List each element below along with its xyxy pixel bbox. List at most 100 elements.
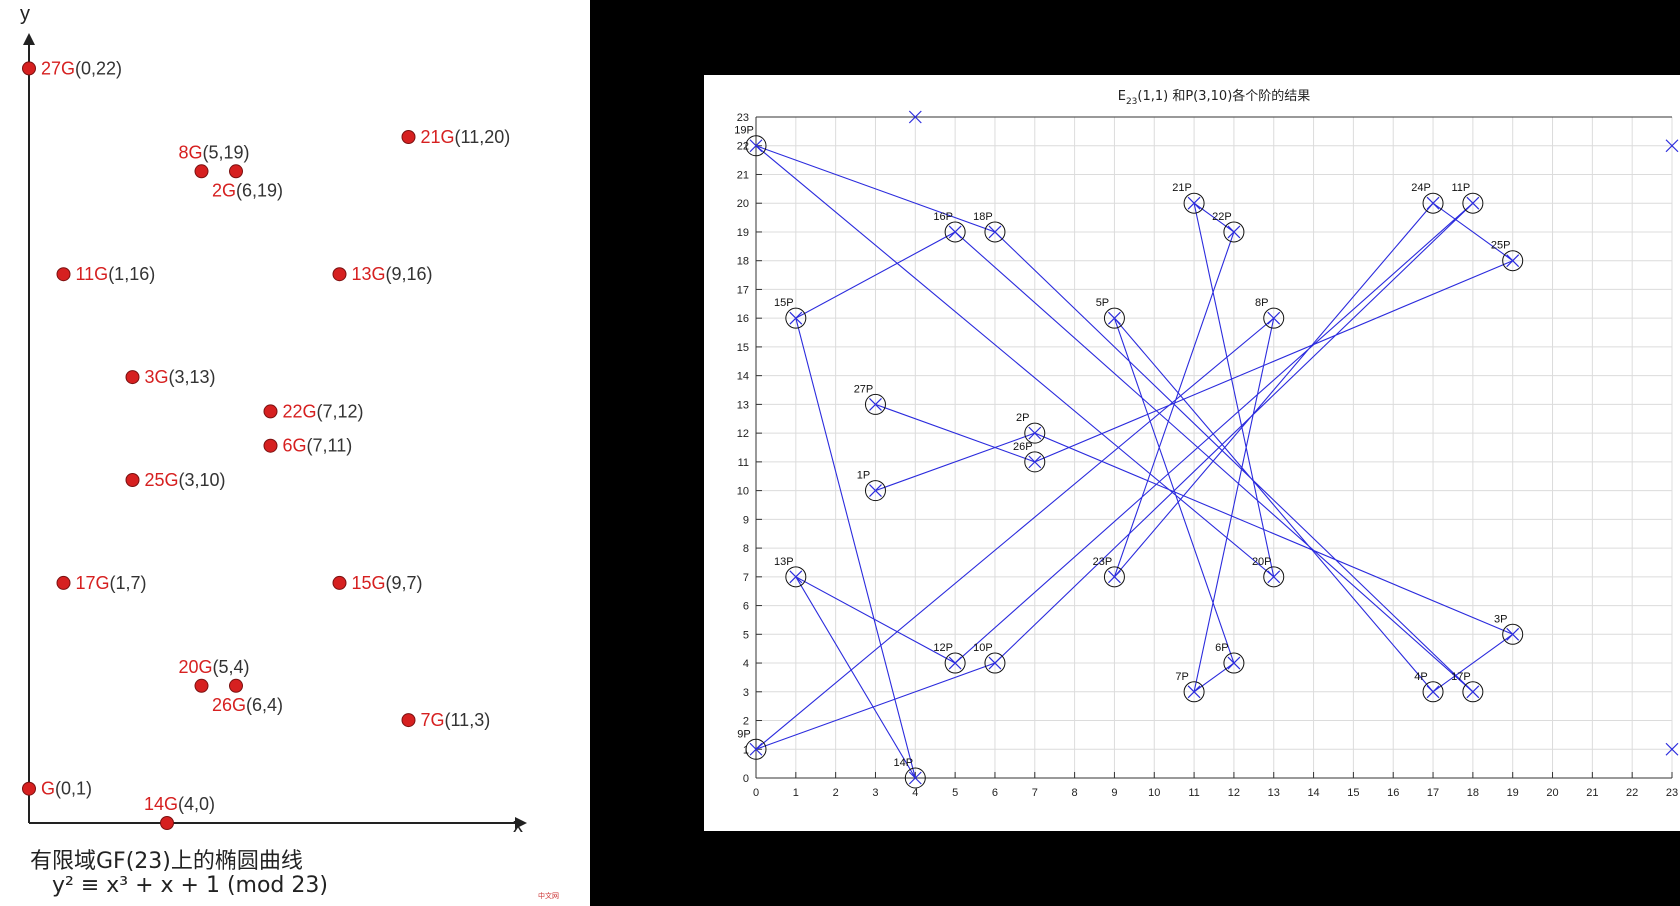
order-point-cross-27P <box>869 397 882 411</box>
y-tick-label: 23 <box>737 112 749 124</box>
x-tick-label: 12 <box>1228 787 1240 799</box>
order-point-label: 4P <box>1414 671 1427 683</box>
order-point-circle-14P <box>904 767 926 789</box>
y-tick-label: 0 <box>743 773 749 785</box>
order-point-cross-16P <box>948 225 962 239</box>
y-tick-label: 11 <box>738 457 749 469</box>
x-tick-label: 7 <box>1032 787 1038 799</box>
order-point-label: 21P <box>1172 182 1192 194</box>
order-point-circle-5P <box>1103 307 1125 329</box>
order-point-circle-25P <box>1502 250 1524 272</box>
order-point-cross-2P <box>1028 426 1042 440</box>
curve-point-label: 13G(9,16) <box>352 264 433 284</box>
curve-point-label: 25G(3,10) <box>145 470 226 490</box>
order-point-label: 20P <box>1252 556 1272 568</box>
y-tick-label: 6 <box>743 601 749 613</box>
order-point-label: 13P <box>774 556 794 568</box>
order-point-label: 14P <box>894 757 914 769</box>
cross-stroke <box>1108 570 1121 584</box>
order-point-label: 17P <box>1451 671 1471 683</box>
order-point-cross-9P <box>749 742 763 756</box>
order-point-circle-7P <box>1183 681 1205 703</box>
curve-point-7G <box>401 713 416 728</box>
ecc-order-chart: 0 1 2 3 4 5 6 7 8 9 10 11 12 13 14 15 16 17 18 19 20 21 22 23 0 1… <box>704 75 1680 831</box>
x-tick-label: 16 <box>1387 787 1399 799</box>
curve-point-25G <box>125 473 140 487</box>
order-point-cross-13P <box>789 570 803 584</box>
order-point-label: 12P <box>933 642 953 654</box>
order-point-circle-27P <box>864 393 886 415</box>
order-point-circle-10P <box>984 652 1006 674</box>
y-tick-label: 5 <box>743 629 749 641</box>
order-point-cross-25P <box>1506 254 1520 268</box>
order-point-circle-6P <box>1223 652 1245 674</box>
order-point-label: 24P <box>1411 182 1431 194</box>
curve-point-label: 6G(7,11) <box>283 436 353 456</box>
order-point-cross-8P <box>1267 311 1281 325</box>
cross-stroke <box>869 484 882 498</box>
cross-stroke <box>908 771 922 785</box>
order-point-label: 3P <box>1494 613 1507 625</box>
cross-stroke <box>1466 685 1480 699</box>
curve-point-13G <box>332 267 347 282</box>
x-tick-label: 4 <box>912 787 918 799</box>
curve-point-22G <box>263 404 278 419</box>
curve-point-26G <box>229 678 243 693</box>
curve-point-27G <box>22 61 36 76</box>
order-point-label: 11P <box>1451 182 1470 194</box>
y-tick-label: 16 <box>737 313 749 325</box>
curve-point-label: 27G(0,22) <box>41 58 122 78</box>
curve-point-label: 2G(6,19) <box>212 180 283 200</box>
x-tick-label: 14 <box>1307 787 1319 799</box>
x-tick-label: 10 <box>1148 787 1160 799</box>
order-point-cross-1P <box>869 484 882 498</box>
order-point-circle-12P <box>944 652 966 674</box>
curve-point-label: 15G(9,7) <box>352 573 423 593</box>
x-tick-label: 20 <box>1546 787 1558 799</box>
cross-stroke <box>908 110 922 124</box>
extra-marker-1 <box>1665 139 1679 153</box>
y-tick-label: 21 <box>737 169 749 181</box>
chart-title: E23(1,1) 和P(3,10)各个阶的结果 <box>1118 88 1311 107</box>
x-tick-label: 0 <box>753 787 759 799</box>
order-point-circle-23P <box>1103 566 1125 588</box>
cross-stroke <box>1187 196 1201 210</box>
y-tick-label: 17 <box>737 284 749 296</box>
curve-point-8G <box>194 164 209 179</box>
extra-marker-2 <box>1665 742 1679 756</box>
order-point-cross-14P <box>908 771 922 785</box>
y-tick-label: 18 <box>737 256 749 268</box>
y-tick-label: 2 <box>743 716 749 728</box>
order-point-label: 27P <box>854 383 874 395</box>
cross-stroke <box>1466 196 1480 210</box>
cross-stroke <box>1267 570 1281 584</box>
cross-stroke <box>948 225 962 239</box>
order-point-label: 22P <box>1212 211 1232 223</box>
order-point-label: 6P <box>1215 642 1228 654</box>
y-tick-label: 14 <box>737 371 749 383</box>
y-tick-label: 15 <box>737 342 749 354</box>
curve-point-label: G(0,1) <box>41 779 92 799</box>
order-point-circle-18P <box>984 221 1006 243</box>
x-tick-label: 3 <box>872 787 878 799</box>
y-tick-label: 9 <box>743 514 749 526</box>
order-point-label: 18P <box>973 211 993 223</box>
order-point-cross-5P <box>1108 311 1121 325</box>
cross-stroke <box>1028 455 1042 469</box>
order-point-label: 19P <box>734 125 754 137</box>
curve-point-14G <box>160 816 174 830</box>
order-scatter-plot: 0 1 2 3 4 5 6 7 8 9 10 11 12 13 14 15 16 17 18 19 20 21 22 2301… <box>734 88 1679 799</box>
curve-point-2G <box>229 164 243 179</box>
x-axis-label: x <box>513 815 523 837</box>
curve-point-label: 17G(1,7) <box>76 573 147 593</box>
x-tick-label: 13 <box>1268 787 1280 799</box>
x-tick-label: 2 <box>833 787 839 799</box>
curve-point-label: 8G(5,19) <box>179 142 250 162</box>
cross-stroke <box>1267 311 1281 325</box>
x-tick-label: 23 <box>1666 787 1678 799</box>
y-tick-label: 20 <box>737 198 749 210</box>
order-point-cross-18P <box>988 225 1002 239</box>
y-tick-label: 3 <box>743 687 749 699</box>
x-tick-label: 17 <box>1427 787 1439 799</box>
y-tick-label: 8 <box>743 543 749 555</box>
